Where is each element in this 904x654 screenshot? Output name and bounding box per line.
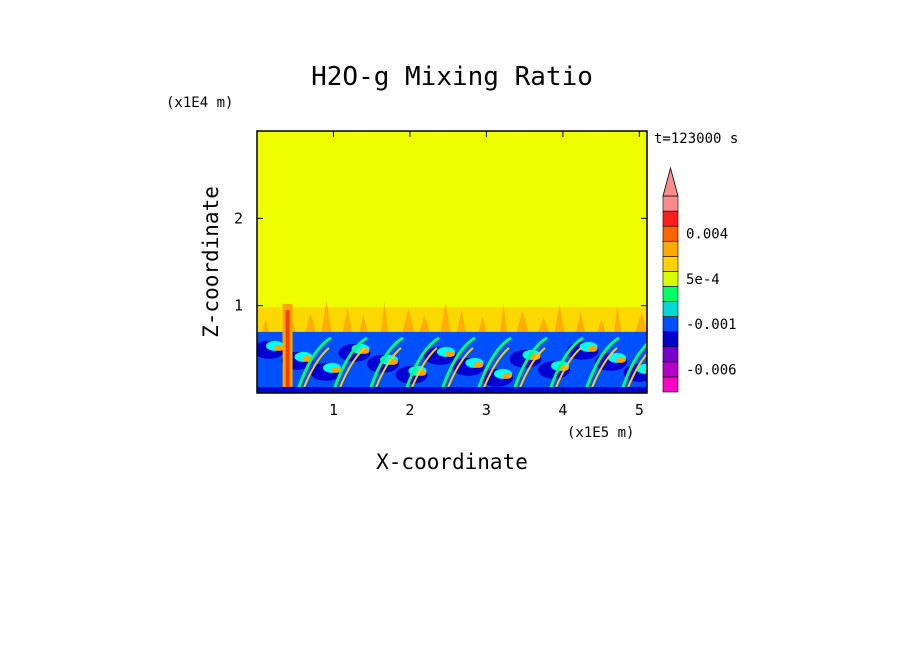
colorbar-segment bbox=[662, 210, 679, 227]
streak bbox=[295, 336, 332, 393]
colorbar-extend-arrow bbox=[662, 166, 679, 197]
plume bbox=[402, 308, 415, 332]
colorbar-label: -0.001 bbox=[686, 317, 737, 333]
plume bbox=[457, 309, 466, 332]
plume bbox=[554, 304, 565, 332]
x-tick-label: 5 bbox=[635, 401, 644, 419]
colorbar-segment bbox=[662, 301, 679, 317]
plume bbox=[440, 302, 451, 332]
plume bbox=[343, 307, 352, 332]
colorbar-label: 5e-4 bbox=[686, 272, 720, 288]
y-tick-label: 2 bbox=[234, 209, 243, 227]
colorbar: -0.006 -0.001 5e-4 0.004 bbox=[662, 166, 737, 393]
streak bbox=[331, 336, 368, 393]
plume bbox=[635, 312, 647, 332]
colorbar-segment bbox=[662, 361, 679, 378]
y-unit-label: (x1E4 m) bbox=[166, 95, 233, 111]
x-tick-label: 4 bbox=[558, 401, 567, 419]
plume bbox=[262, 319, 269, 332]
streak bbox=[475, 336, 512, 393]
blob bbox=[473, 361, 484, 368]
y-tick-label: 1 bbox=[234, 297, 243, 315]
boundary-structures bbox=[257, 303, 647, 393]
x-tick-label: 2 bbox=[405, 401, 414, 419]
colorbar-segment bbox=[662, 240, 679, 257]
blob bbox=[445, 350, 455, 357]
x-ticks: 1 2 3 4 5 bbox=[329, 131, 644, 419]
streak bbox=[439, 336, 476, 393]
plume bbox=[305, 313, 316, 332]
plume bbox=[321, 300, 332, 332]
colorbar-label: 0.004 bbox=[686, 227, 728, 243]
surface-band bbox=[257, 387, 647, 393]
plume bbox=[381, 301, 388, 332]
plume bbox=[576, 311, 585, 332]
colorbar-segment bbox=[662, 316, 679, 332]
plume bbox=[538, 317, 549, 332]
colorbar-segment bbox=[662, 331, 679, 348]
colorbar-segment bbox=[662, 195, 679, 212]
x-tick-label: 1 bbox=[329, 401, 338, 419]
blob bbox=[587, 345, 598, 352]
streak bbox=[547, 336, 584, 393]
plume bbox=[597, 318, 606, 332]
streak bbox=[482, 347, 510, 391]
blob bbox=[274, 344, 284, 351]
colorbar-label: -0.006 bbox=[686, 362, 737, 378]
plot-frame bbox=[256, 130, 648, 394]
streak bbox=[338, 347, 366, 391]
blob bbox=[644, 368, 647, 374]
colorbar-segment bbox=[662, 376, 679, 393]
column bbox=[285, 310, 290, 393]
streak bbox=[626, 352, 647, 391]
streak bbox=[590, 347, 618, 391]
streak bbox=[583, 336, 620, 393]
streak bbox=[302, 347, 330, 391]
colorbar-segment bbox=[662, 256, 679, 272]
streak bbox=[446, 347, 474, 391]
y-ticks: 12 bbox=[234, 209, 647, 315]
plume bbox=[516, 310, 529, 332]
x-tick-label: 3 bbox=[482, 401, 491, 419]
transition-layer bbox=[257, 300, 647, 332]
transition-band bbox=[257, 307, 647, 332]
blob bbox=[502, 372, 512, 379]
plot-area bbox=[257, 131, 647, 393]
blob bbox=[331, 366, 341, 373]
plume bbox=[478, 316, 487, 332]
colorbar-segment bbox=[662, 346, 679, 363]
streak bbox=[403, 336, 440, 393]
streak bbox=[554, 347, 582, 391]
streak bbox=[619, 342, 647, 393]
streak bbox=[410, 347, 438, 391]
plume bbox=[419, 315, 430, 332]
colorbar-segment bbox=[662, 286, 679, 302]
x-axis-label: X-coordinate bbox=[376, 450, 528, 474]
time-label: t=123000 s bbox=[654, 131, 738, 147]
plume bbox=[359, 314, 368, 332]
streak bbox=[367, 336, 404, 393]
blob bbox=[616, 356, 626, 363]
streak bbox=[511, 336, 548, 393]
colorbar-segment bbox=[662, 271, 679, 287]
streak bbox=[374, 347, 402, 391]
chart-title: H2O-g Mixing Ratio bbox=[311, 62, 593, 92]
plume bbox=[614, 305, 621, 332]
colorbar-segment bbox=[662, 225, 679, 242]
x-unit-label: (x1E5 m) bbox=[567, 425, 634, 441]
plume bbox=[500, 303, 507, 332]
y-axis-label: Z-coordinate bbox=[199, 186, 223, 338]
streak bbox=[518, 347, 546, 391]
